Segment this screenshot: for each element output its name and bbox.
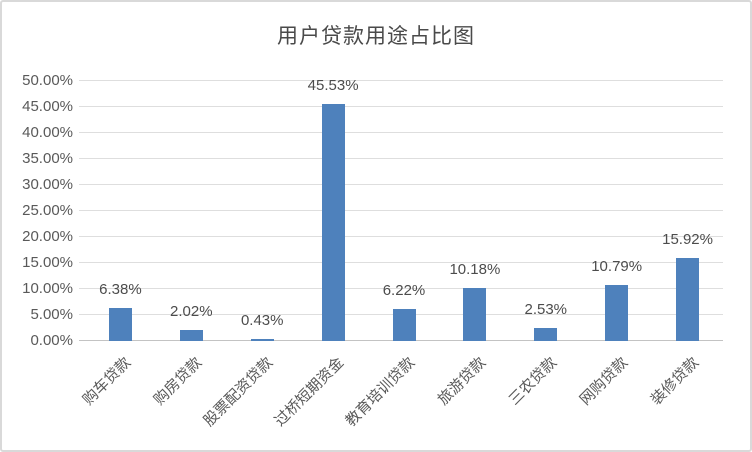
bar [250,338,274,341]
x-axis-category-label: 购车贷款 [80,354,135,409]
x-axis-category-label: 过桥短期资金 [271,354,348,430]
bar-value-label: 0.43% [240,311,284,329]
bar [108,307,132,341]
y-axis-tick-label: 15.00% [22,254,73,271]
y-axis-tick-label: 5.00% [30,306,73,323]
x-axis-category-label: 旅游贷款 [434,354,490,409]
x-axis-category-label: 股票配资贷款 [200,354,277,430]
gridline [79,106,723,107]
gridline [79,288,723,289]
gridline [79,132,723,133]
bar-value-label: 45.53% [307,77,359,95]
gridline [79,184,723,185]
gridline [79,80,723,81]
y-axis-tick-label: 20.00% [22,228,73,245]
bar-value-label: 2.02% [170,303,213,321]
bar [605,284,629,341]
bar-value-label: 6.22% [382,281,426,299]
bar [676,258,700,341]
bar-value-label: 10.18% [449,261,501,279]
bar-value-label: 2.53% [524,300,568,318]
bar [463,288,487,341]
gridline [79,158,723,159]
y-axis-tick-label: 0.00% [30,332,73,349]
y-axis-tick-label: 50.00% [22,72,73,89]
x-axis-category-label: 装修贷款 [647,354,702,409]
gridline [79,236,723,237]
bar [321,104,345,341]
y-axis-tick-label: 25.00% [22,202,73,219]
x-axis-category-label: 网购贷款 [576,354,631,409]
bar-value-label: 6.38% [99,280,142,298]
bar-value-label: 15.92% [662,231,713,249]
x-axis-category-label: 三农贷款 [505,354,560,409]
bar [392,308,416,341]
bar [179,330,203,341]
y-axis-tick-label: 40.00% [22,124,73,141]
x-axis-category-label: 教育培训贷款 [342,354,419,430]
chart-title: 用户贷款用途占比图 [277,25,475,48]
y-axis-tick-label: 30.00% [22,176,73,193]
bar-value-label: 10.79% [591,257,643,275]
y-axis-tick-label: 35.00% [22,150,73,167]
x-axis-category-label: 购房贷款 [151,354,206,409]
gridline [79,262,723,263]
y-axis-tick-label: 10.00% [22,280,73,297]
y-axis-tick-label: 45.00% [22,98,73,115]
bar [534,327,558,341]
gridline [79,210,723,211]
